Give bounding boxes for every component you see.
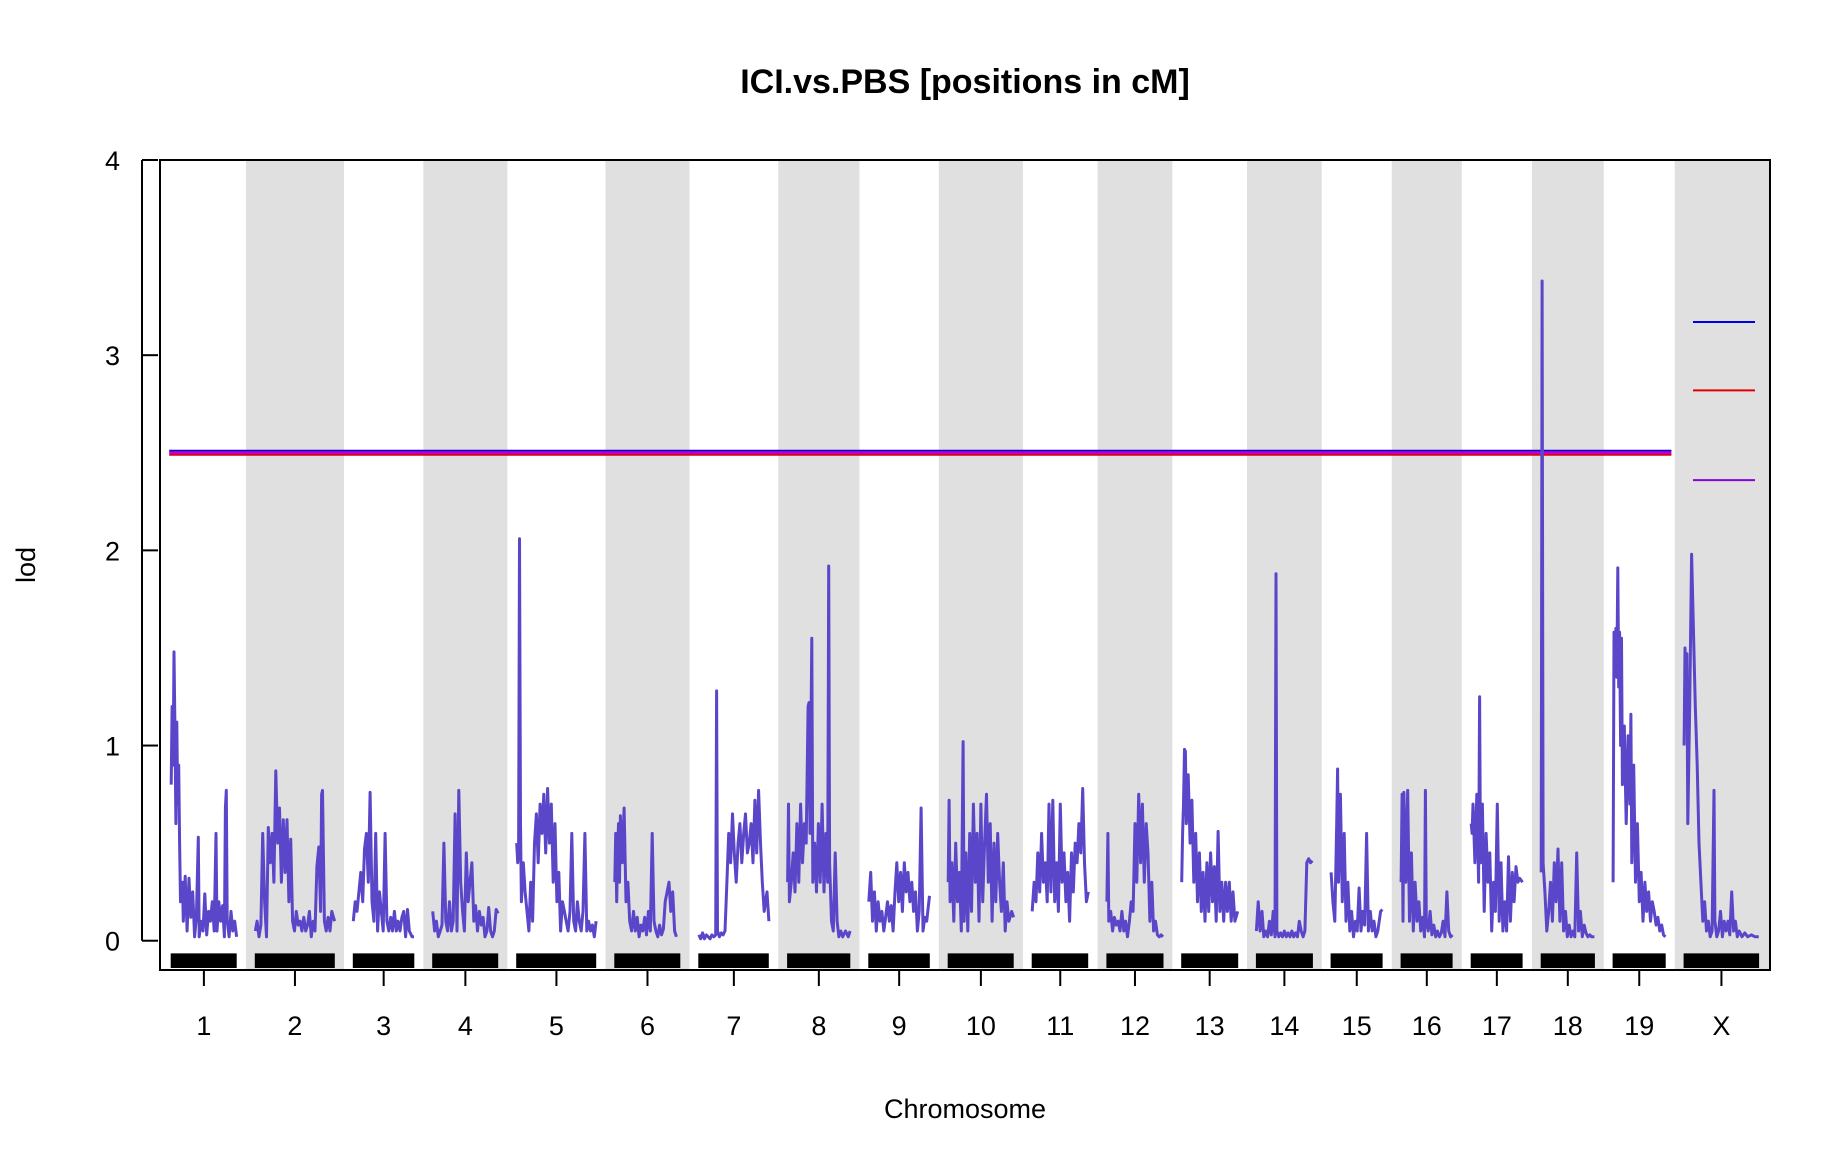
x-tick-label: 12 (1120, 1011, 1150, 1041)
lod-curve-chr-6 (613, 806, 678, 939)
band-chr-14 (1247, 160, 1322, 970)
x-tick-label: X (1712, 1011, 1730, 1041)
band-chr-X (1674, 160, 1770, 970)
lod-curve-chr-17 (1469, 695, 1524, 933)
rug-chr-2 (254, 953, 335, 968)
x-tick-label: 18 (1553, 1011, 1583, 1041)
rug-chr-9 (868, 953, 930, 968)
y-tick-label: 0 (105, 927, 120, 957)
lod-curve-chr-5 (515, 537, 598, 939)
lod-curves (169, 279, 1759, 941)
rug-chr-1 (170, 953, 237, 968)
y-axis-label: lod (11, 547, 41, 583)
lod-curve-chr-15 (1329, 767, 1384, 939)
x-tick-label: 19 (1624, 1011, 1654, 1041)
x-tick-label: 8 (811, 1011, 826, 1041)
rug-chr-19 (1612, 953, 1666, 968)
lod-curve-chr-13 (1180, 747, 1240, 923)
lod-curve-chr-1 (169, 650, 239, 939)
y-tick-label: 1 (105, 732, 120, 762)
x-tick-label: 13 (1195, 1011, 1225, 1041)
x-tick-label: 11 (1046, 1011, 1074, 1041)
lod-curve-chr-19 (1611, 566, 1667, 938)
lod-curve-chr-18 (1539, 279, 1595, 939)
x-tick-label: 2 (287, 1011, 302, 1041)
y-axis: 0 1 2 3 4 (105, 146, 158, 957)
rug-chr-15 (1330, 953, 1383, 968)
x-tick-label: 10 (966, 1011, 996, 1041)
y-tick-label: 3 (105, 341, 120, 371)
lod-curve-chr-7 (697, 689, 771, 941)
y-tick-label: 4 (105, 146, 120, 176)
rug-chr-17 (1470, 953, 1523, 968)
plot-frame (159, 159, 1771, 971)
x-tick-label: 1 (196, 1011, 211, 1041)
threshold-lines (169, 449, 1672, 456)
lod-curve-chr-2 (253, 769, 337, 939)
chart-title: ICI.vs.PBS [positions in cM] (740, 63, 1190, 101)
x-tick-label: 3 (376, 1011, 391, 1041)
x-tick-label: 14 (1269, 1011, 1299, 1041)
rug-chr-X (1683, 953, 1760, 968)
lod-curve-chr-3 (351, 790, 414, 939)
rug-chr-11 (1031, 953, 1089, 968)
rug-chr-6 (614, 953, 681, 968)
lod-curve-chr-9 (867, 806, 931, 933)
lod-curve-chr-10 (946, 740, 1016, 933)
x-tick-label: 6 (640, 1011, 655, 1041)
marker-rug (170, 953, 1760, 968)
rug-chr-8 (787, 953, 851, 968)
rug-chr-16 (1400, 953, 1453, 968)
x-tick-label: 16 (1412, 1011, 1442, 1041)
lod-curve-chr-4 (431, 788, 500, 939)
band-chr-4 (423, 160, 508, 970)
rug-chr-5 (516, 953, 597, 968)
rug-chr-10 (947, 953, 1014, 968)
rug-chr-3 (352, 953, 415, 968)
x-tick-label: 17 (1482, 1011, 1512, 1041)
x-tick-label: 4 (458, 1011, 473, 1041)
lod-curve-chr-14 (1254, 572, 1314, 939)
lod-curve-chr-12 (1105, 792, 1165, 939)
lod-curve-chr-16 (1399, 788, 1454, 939)
lod-curve-chr-11 (1030, 787, 1090, 923)
rug-chr-7 (698, 953, 769, 968)
lod-curve-chr-8 (786, 564, 852, 939)
threshold-legend-segments (1693, 321, 1755, 482)
lod-curve-chr-X (1682, 552, 1759, 939)
x-tick-label: 15 (1342, 1011, 1372, 1041)
x-tick-label: 7 (726, 1011, 741, 1041)
rug-chr-4 (432, 953, 499, 968)
y-tick-label: 2 (105, 536, 120, 566)
rug-chr-13 (1181, 953, 1239, 968)
x-tick-label: 5 (549, 1011, 564, 1041)
band-chr-2 (245, 160, 344, 970)
x-axis-label: Chromosome (884, 1094, 1046, 1124)
rug-chr-18 (1540, 953, 1595, 968)
x-axis: 1 2 3 4 5 6 7 8 9 10 11 12 13 14 15 16 17 18 19 X (196, 970, 1730, 1041)
rug-chr-12 (1106, 953, 1164, 968)
x-tick-label: 9 (892, 1011, 907, 1041)
rug-chr-14 (1255, 953, 1313, 968)
